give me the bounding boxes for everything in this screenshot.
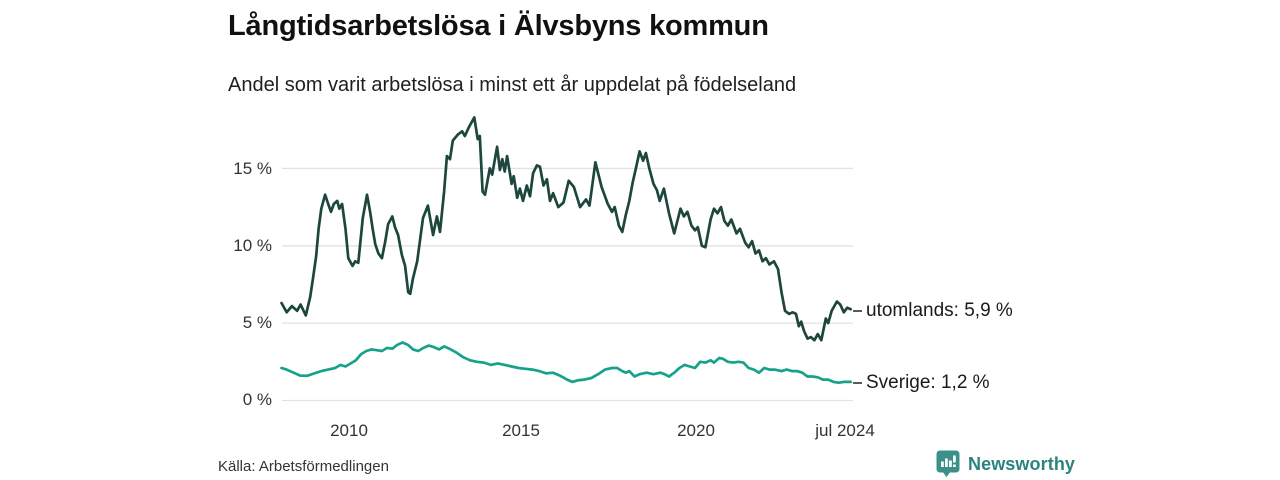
newsworthy-brand-text: Newsworthy <box>968 454 1076 474</box>
sverige-line <box>280 341 853 385</box>
x-tick-jul-2024: jul 2024 <box>815 421 875 440</box>
page-title: Långtidsarbetslösa i Älvsbyns kommun <box>228 10 769 42</box>
y-tick-5: 5 % <box>242 313 272 332</box>
sverige-series-label: Sverige: 1,2 % <box>866 372 990 393</box>
sverige-label-dash <box>853 382 862 384</box>
x-tick-2010: 2010 <box>330 421 368 440</box>
x-tick-2020: 2020 <box>677 421 715 440</box>
source-note: Källa: Arbetsförmedlingen <box>218 458 389 475</box>
y-tick-0: 0 % <box>242 390 272 409</box>
x-tick-2015: 2015 <box>502 421 540 440</box>
newsworthy-logo-icon <box>936 450 960 478</box>
y-tick-15: 15 % <box>233 159 272 178</box>
newsworthy-brand: Newsworthy <box>936 450 1075 479</box>
utomlands-label-dash <box>853 310 862 312</box>
y-tick-10: 10 % <box>233 236 272 255</box>
chart-subtitle: Andel som varit arbetslösa i minst ett å… <box>228 74 797 96</box>
utomlands-line <box>280 116 853 342</box>
utomlands-series-label: utomlands: 5,9 % <box>866 300 1013 321</box>
